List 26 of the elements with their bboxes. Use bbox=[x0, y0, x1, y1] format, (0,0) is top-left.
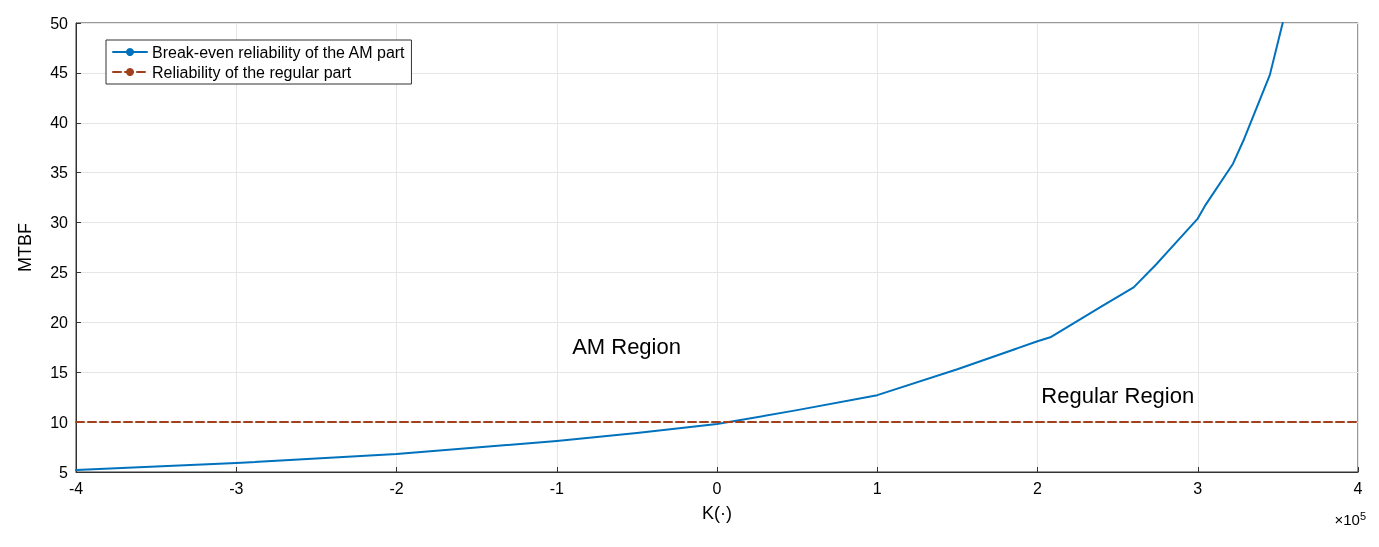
annotation: AM Region bbox=[572, 333, 681, 359]
y-tick-label: 25 bbox=[50, 263, 69, 281]
y-axis-title: MTBF bbox=[15, 223, 35, 272]
y-tick-label: 35 bbox=[50, 164, 69, 182]
x-tick-label: 1 bbox=[872, 479, 882, 497]
y-tick-label: 10 bbox=[50, 413, 69, 431]
y-tick-label: 40 bbox=[50, 114, 69, 132]
x-tick-label: 3 bbox=[1193, 479, 1203, 497]
y-tick-label: 15 bbox=[50, 363, 69, 381]
y-tick-label: 50 bbox=[50, 14, 69, 32]
y-tick-label: 45 bbox=[50, 64, 69, 82]
y-tick-label: 30 bbox=[50, 214, 69, 232]
y-tick-label: 5 bbox=[59, 463, 69, 481]
x-tick-label: -3 bbox=[229, 479, 244, 497]
annotation: Regular Region bbox=[1041, 382, 1195, 408]
x-tick-label: 0 bbox=[712, 479, 722, 497]
legend-label: Break-even reliability of the AM part bbox=[152, 43, 406, 61]
line-series bbox=[75, 22, 1284, 471]
x-tick-label: 4 bbox=[1353, 479, 1363, 497]
x-tick-label: -2 bbox=[389, 479, 404, 497]
legend-label: Reliability of the regular part bbox=[152, 63, 352, 81]
x-tick-label: 2 bbox=[1033, 479, 1043, 497]
y-tick-label: 20 bbox=[50, 313, 69, 331]
x-axis-title: K(·) bbox=[702, 503, 732, 523]
x-tick-label: -4 bbox=[68, 479, 84, 497]
x-tick-label: -1 bbox=[549, 479, 564, 497]
